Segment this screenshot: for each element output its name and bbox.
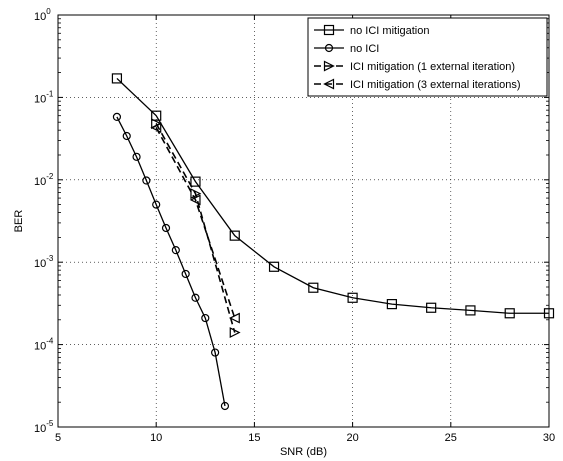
x-tick-label: 10 — [150, 432, 162, 444]
x-tick-label: 20 — [346, 432, 358, 444]
y-axis-label: BER — [13, 210, 25, 233]
series-1 — [111, 73, 555, 319]
data-point — [220, 401, 230, 411]
legend: no ICI mitigation no ICI ICI mitigation (1… — [307, 17, 548, 97]
data-point — [268, 261, 280, 272]
legend-marker — [323, 24, 335, 36]
data-point — [386, 299, 397, 310]
series-line — [155, 123, 236, 333]
ticks: 5 10 15 20 25 30 10-5 10-4 10-3 10-2 10-1 100 — [34, 7, 555, 444]
legend-label: no ICI — [350, 43, 379, 55]
data-point — [122, 131, 131, 141]
legend-item: no ICI — [314, 43, 379, 55]
plot-frame — [57, 14, 550, 428]
data-point — [181, 269, 190, 279]
legend-marker — [323, 60, 335, 72]
data-point — [308, 282, 319, 293]
x-tick-label: 25 — [445, 432, 457, 444]
y-tick-label: 10-5 — [34, 419, 54, 435]
data-point — [132, 152, 141, 161]
legend-marker — [324, 43, 334, 53]
data-point — [152, 200, 161, 209]
series-line — [116, 77, 549, 314]
data-point — [465, 305, 476, 316]
series-4 — [150, 122, 240, 324]
x-tick-label: 5 — [55, 432, 61, 444]
y-tick-label: 10-3 — [34, 254, 54, 270]
legend-label: ICI mitigation (3 external iterations) — [350, 79, 521, 91]
data-point — [347, 292, 358, 303]
data-point — [161, 223, 171, 233]
data-point — [111, 73, 123, 84]
legend-item: ICI mitigation (1 external iteration) — [314, 60, 515, 73]
series-2 — [112, 112, 230, 411]
data-point — [150, 122, 162, 134]
data-point — [112, 112, 122, 121]
data-point — [190, 188, 202, 200]
data-point — [190, 176, 201, 187]
x-axis-label: SNR (dB) — [280, 446, 327, 458]
data-point — [171, 246, 180, 255]
series-line — [155, 127, 236, 319]
series-layer — [111, 73, 555, 411]
data-point — [191, 293, 200, 302]
legend-item: no ICI mitigation — [314, 24, 429, 37]
data-point — [229, 230, 240, 241]
data-point — [142, 176, 151, 185]
legend-box — [307, 17, 548, 97]
y-tick-label: 10-2 — [34, 172, 54, 188]
data-point — [504, 308, 515, 319]
data-point — [229, 327, 241, 339]
data-point — [189, 194, 201, 206]
series-line — [116, 116, 226, 407]
data-point — [211, 348, 220, 357]
x-tick-label: 15 — [248, 432, 260, 444]
legend-marker — [323, 78, 335, 90]
data-point — [151, 110, 162, 121]
y-tick-label: 100 — [34, 7, 51, 23]
data-point — [201, 313, 210, 323]
data-point — [426, 302, 437, 313]
legend-label: no ICI mitigation — [350, 25, 429, 37]
y-tick-label: 10-1 — [34, 89, 54, 105]
series-3 — [151, 118, 241, 339]
legend-item: ICI mitigation (3 external iterations) — [314, 78, 521, 91]
data-point — [228, 312, 240, 324]
x-tick-label: 30 — [543, 432, 555, 444]
legend-label: ICI mitigation (1 external iteration) — [350, 61, 515, 73]
y-tick-label: 10-4 — [34, 337, 54, 353]
